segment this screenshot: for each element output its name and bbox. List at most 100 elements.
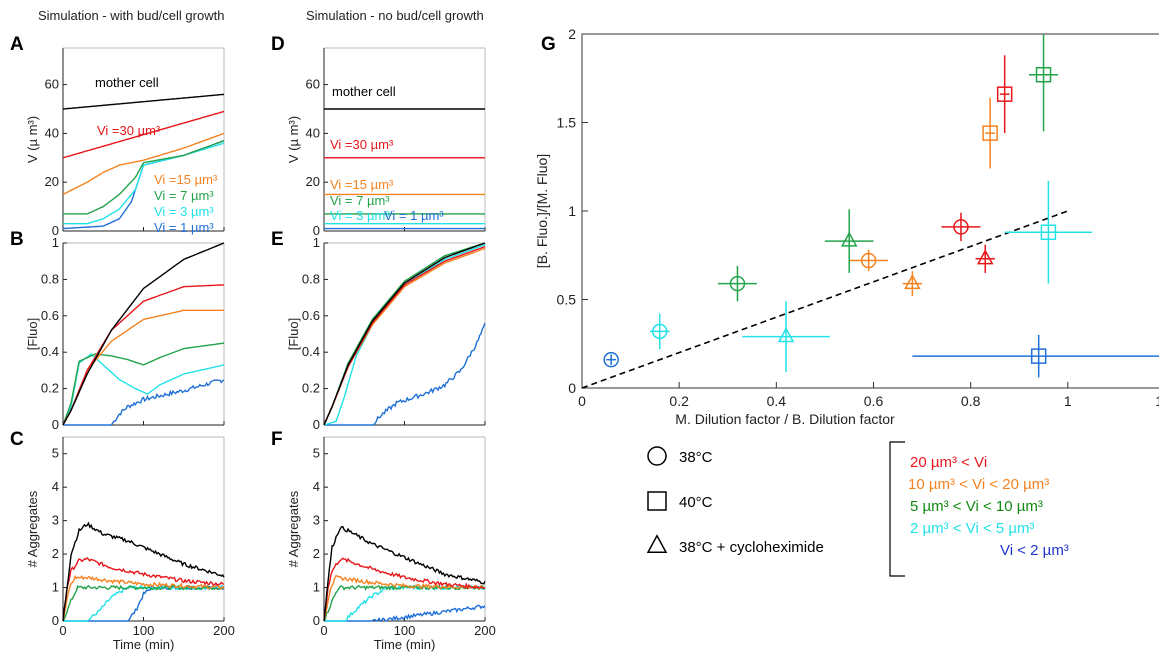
panel-d-ytick-label-3: 60 [306, 77, 320, 92]
panel-c-ytick-label-4: 4 [52, 479, 59, 494]
panel-f-xtick-label-1: 100 [394, 623, 416, 638]
panel-f-xtick-label-2: 200 [474, 623, 496, 638]
panel-c: 0 1 2 3 4 5 0 100 200 # Aggregates Time (min) [25, 436, 235, 652]
panel-d-ytick-label-0: 0 [313, 223, 320, 238]
left-column-title: Simulation - with bud/cell growth [38, 8, 224, 23]
label-d-vi15: Vi =15 µm³ [330, 177, 394, 192]
panel-a-ytick-label-1: 20 [45, 174, 59, 189]
panel-e-line-0 [323, 242, 486, 426]
panel-a-line-0 [62, 93, 225, 110]
panel-e-line-5 [324, 322, 486, 426]
panel-b-ytick-label-4: 0.8 [41, 271, 59, 286]
panel-g-xtick-label-1: 0.2 [669, 393, 689, 409]
panel-f-xtick-label-0: 0 [320, 623, 327, 638]
label-a-vi1: Vi = 1 µm³ [154, 220, 214, 235]
panel-f-ylabel: # Aggregates [286, 490, 301, 567]
panel-g-xtick-label-3: 0.6 [864, 393, 884, 409]
marker-legend-symbol-2 [646, 534, 668, 553]
panel-b-ylabel: [Fluo] [25, 318, 40, 351]
panel-letter-c: C [10, 429, 24, 450]
label-d-vi3: Vi = 3 µm³ [330, 208, 390, 223]
panel-a-line-2 [62, 132, 225, 196]
panel-c-xtick-label-0: 0 [59, 623, 66, 638]
panel-c-line-3 [62, 584, 225, 622]
color-legend-label-4: Vi < 2 µm³ [1000, 542, 1069, 559]
panel-a-line-4 [63, 142, 225, 225]
panel-c-ylabel: # Aggregates [25, 490, 40, 567]
panel-e-line-3 [323, 242, 486, 426]
color-legend-label-2: 5 µm³ < Vi < 10 µm³ [910, 498, 1043, 515]
marker-legend-symbol-0 [647, 446, 667, 466]
panel-g-xtick-label-0: 0 [578, 393, 586, 409]
panel-d-ytick-label-1: 20 [306, 174, 320, 189]
panel-g-xtick-label-5: 1 [1064, 393, 1072, 409]
panel-g-point-12 [1040, 224, 1057, 240]
panel-g-point-10 [996, 86, 1013, 102]
panel-b: 0 0.2 0.4 0.6 0.8 1 [Fluo] [25, 235, 225, 432]
panel-f-line-5 [324, 604, 486, 622]
panel-g-point-4 [953, 219, 969, 235]
panel-a-ytick-label-0: 0 [52, 223, 59, 238]
panel-g-xtick-label-2: 0.4 [767, 393, 787, 409]
panel-c-line-2 [62, 574, 225, 622]
panel-f-ytick-label-0: 0 [313, 613, 320, 628]
label-a-vi15: Vi =15 µm³ [154, 172, 218, 187]
panel-g-xtick-label-6: 1.2 [1155, 393, 1159, 409]
panel-letter-g: G [541, 34, 556, 55]
panel-g-reference-line [581, 210, 1069, 389]
panel-c-line-4 [63, 584, 225, 622]
panel-b-ytick-label-2: 0.4 [41, 344, 59, 359]
panel-e-line-4 [323, 244, 486, 426]
panel-g-xlabel: M. Dilution factor / B. Dilution factor [675, 411, 895, 427]
panel-g-point-5 [777, 327, 795, 343]
panel-e-line-1 [323, 245, 486, 426]
panel-e-ytick-label-1: 0.2 [302, 381, 320, 396]
marker-legend: 38°C 40°C 38°C + cycloheximide [646, 446, 824, 556]
panel-a-line-1 [62, 110, 225, 159]
panel-letter-f: F [271, 429, 283, 450]
panel-g-point-8 [976, 249, 994, 265]
panel-g-ytick-label-2: 1 [568, 203, 576, 219]
panel-f-line-1 [323, 557, 486, 622]
panel-c-xlabel: Time (min) [113, 637, 175, 652]
marker-legend-label-2: 38°C + cycloheximide [679, 539, 824, 556]
legend-bracket [889, 441, 905, 577]
panel-letter-a: A [10, 34, 24, 55]
panel-b-ytick-label-3: 0.6 [41, 308, 59, 323]
panel-c-ytick-label-0: 0 [52, 613, 59, 628]
panel-d-ylabel: V (µ m³) [286, 116, 301, 163]
panel-d-ytick-label-2: 40 [306, 125, 320, 140]
panel-g-point-6 [840, 231, 858, 247]
panel-b-line-0 [62, 242, 225, 426]
panel-g-ytick-label-3: 1.5 [557, 115, 577, 131]
panel-b-line-1 [62, 284, 224, 426]
panel-e-ytick-label-0: 0 [313, 417, 320, 432]
panel-letter-b: B [10, 229, 24, 250]
panel-g-ytick-label-1: 0.5 [557, 292, 577, 308]
panel-g-point-9 [982, 125, 998, 141]
panel-e-line-2 [323, 247, 486, 426]
panel-c-line-0 [62, 521, 225, 622]
panel-g-point-7 [904, 273, 921, 290]
panel-g-ytick-label-4: 2 [568, 26, 576, 42]
right-column-title: Simulation - no bud/cell growth [306, 8, 484, 23]
panel-g-xtick-label-4: 0.8 [961, 393, 981, 409]
label-a-mother: mother cell [95, 75, 159, 90]
panel-f-ytick-label-5: 5 [313, 446, 320, 461]
panel-c-line-5 [63, 584, 225, 622]
panel-e: 0 0.2 0.4 0.6 0.8 1 [Fluo] [286, 235, 486, 432]
panel-a-line-3 [63, 140, 225, 215]
panel-c-ytick-label-1: 1 [52, 580, 59, 595]
marker-legend-label-0: 38°C [679, 449, 713, 466]
panel-b-line-4 [62, 353, 225, 426]
panel-e-ytick-label-3: 0.6 [302, 308, 320, 323]
label-d-vi30: Vi =30 µm³ [330, 137, 394, 152]
panel-f-ytick-label-4: 4 [313, 479, 320, 494]
panel-f-ytick-label-2: 2 [313, 546, 320, 561]
marker-legend-symbol-1 [647, 491, 667, 511]
panel-b-line-3 [62, 342, 225, 426]
label-a-vi7: Vi = 7 µm³ [154, 188, 214, 203]
panel-g-ylabel: [B. Fluo.]/[M. Fluo] [534, 154, 550, 268]
panel-g-point-0 [603, 351, 619, 368]
panel-d: 0 20 40 60 V (µ m³) [286, 47, 486, 238]
